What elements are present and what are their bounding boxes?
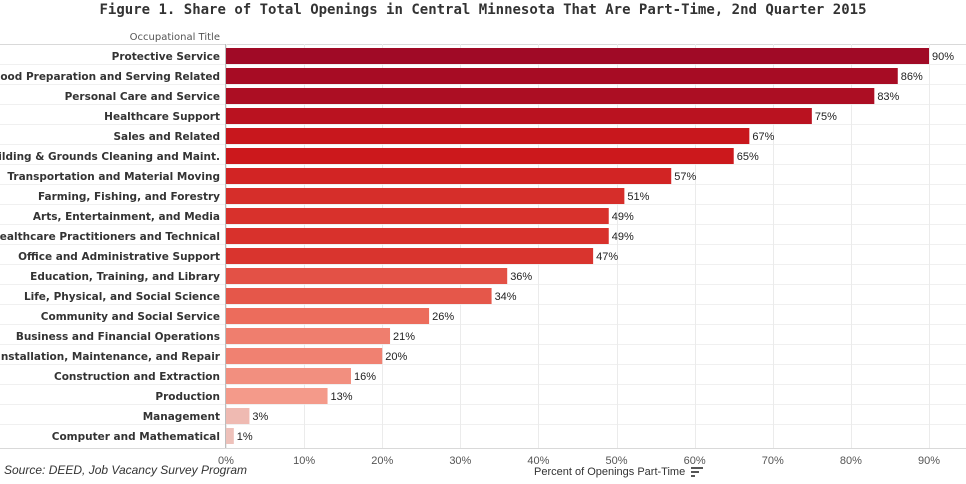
bar[interactable] xyxy=(226,48,929,64)
category-label: Healthcare Support xyxy=(104,111,220,123)
category-label: Construction and Extraction xyxy=(54,371,220,383)
value-label: 75% xyxy=(815,111,837,123)
value-label: 20% xyxy=(385,351,407,363)
category-label: Healthcare Practitioners and Technical xyxy=(0,231,220,243)
bar[interactable] xyxy=(226,68,898,84)
x-tick-label: 70% xyxy=(762,455,784,467)
value-label: 3% xyxy=(252,411,268,423)
x-tick-label: 60% xyxy=(684,455,706,467)
bar[interactable] xyxy=(226,368,351,384)
bar[interactable] xyxy=(226,108,812,124)
bar[interactable] xyxy=(226,168,672,184)
value-label: 36% xyxy=(510,271,532,283)
bar[interactable] xyxy=(226,208,609,224)
value-label: 34% xyxy=(495,291,517,303)
bar[interactable] xyxy=(226,288,492,304)
bar[interactable] xyxy=(226,88,875,104)
value-label: 49% xyxy=(612,211,634,223)
bar[interactable] xyxy=(226,408,250,424)
category-label: Building & Grounds Cleaning and Maint. xyxy=(0,151,220,163)
x-tick-label: 50% xyxy=(606,455,628,467)
x-tick-label: 90% xyxy=(918,455,940,467)
value-label: 83% xyxy=(877,91,899,103)
bar[interactable] xyxy=(226,308,430,324)
x-tick-label: 80% xyxy=(840,455,862,467)
value-labels: 90% 86%83% 75% 67% 65% 57% 51% 49% 49% 47% 36% 34% 2… xyxy=(237,51,954,443)
category-label: Business and Financial Operations xyxy=(16,331,220,343)
category-label: Sales and Related xyxy=(113,131,220,143)
category-label: Computer and Mathematical xyxy=(52,431,220,443)
bar[interactable] xyxy=(226,188,625,204)
source-note: Source: DEED, Job Vacancy Survey Program xyxy=(4,463,247,477)
x-tick-label: 30% xyxy=(449,455,471,467)
category-label: Production xyxy=(155,391,220,403)
category-label: Transportation and Material Moving xyxy=(7,171,220,183)
category-label: Life, Physical, and Social Science xyxy=(24,291,220,303)
x-axis-title-text: Percent of Openings Part-Time xyxy=(534,466,686,478)
value-label: 1% xyxy=(237,431,253,443)
value-label: 47% xyxy=(596,251,618,263)
category-label: Arts, Entertainment, and Media xyxy=(33,211,220,223)
category-label: Installation, Maintenance, and Repair xyxy=(0,351,221,363)
x-tick-label: 20% xyxy=(371,455,393,467)
sort-icon[interactable] xyxy=(691,467,704,478)
value-label: 16% xyxy=(354,371,376,383)
chart-title: Figure 1. Share of Total Openings in Cen… xyxy=(99,2,867,18)
x-tick-label: 10% xyxy=(293,455,315,467)
x-axis-title: Percent of Openings Part-Time xyxy=(534,466,704,478)
value-label: 67% xyxy=(752,131,774,143)
bar[interactable] xyxy=(226,228,609,244)
category-labels: Protective Service Food Preparation and S… xyxy=(0,51,221,443)
value-label: 57% xyxy=(674,171,696,183)
value-label: 65% xyxy=(737,151,759,163)
grid-layer xyxy=(0,44,966,449)
value-label: 49% xyxy=(612,231,634,243)
value-label: 90% xyxy=(932,51,954,63)
value-label: 13% xyxy=(331,391,353,403)
bar[interactable] xyxy=(226,248,594,264)
bar[interactable] xyxy=(226,388,328,404)
category-label: Education, Training, and Library xyxy=(30,271,220,283)
category-label: Management xyxy=(143,411,220,423)
category-label: Personal Care and Service xyxy=(65,91,220,103)
bar[interactable] xyxy=(226,148,734,164)
value-label: 51% xyxy=(627,191,649,203)
value-label: 86% xyxy=(901,71,923,83)
category-label: Food Preparation and Serving Related xyxy=(0,71,220,83)
row-header: Occupational Title xyxy=(129,32,220,43)
category-label: Protective Service xyxy=(112,51,220,63)
value-label: 21% xyxy=(393,331,415,343)
value-label: 26% xyxy=(432,311,454,323)
bars-layer xyxy=(226,48,929,444)
category-label: Farming, Fishing, and Forestry xyxy=(38,191,220,203)
x-tick-label: 40% xyxy=(527,455,549,467)
x-axis-ticks: 0% 10% 20% 30% 40% 50% 60% 70% 80% 90% xyxy=(218,455,940,467)
category-label: Community and Social Service xyxy=(41,311,220,323)
bar[interactable] xyxy=(226,348,383,364)
category-label: Office and Administrative Support xyxy=(18,251,220,263)
x-tick-label: 0% xyxy=(218,455,234,467)
bar[interactable] xyxy=(226,428,234,444)
bar[interactable] xyxy=(226,268,508,284)
bar[interactable] xyxy=(226,328,391,344)
bar[interactable] xyxy=(226,128,750,144)
